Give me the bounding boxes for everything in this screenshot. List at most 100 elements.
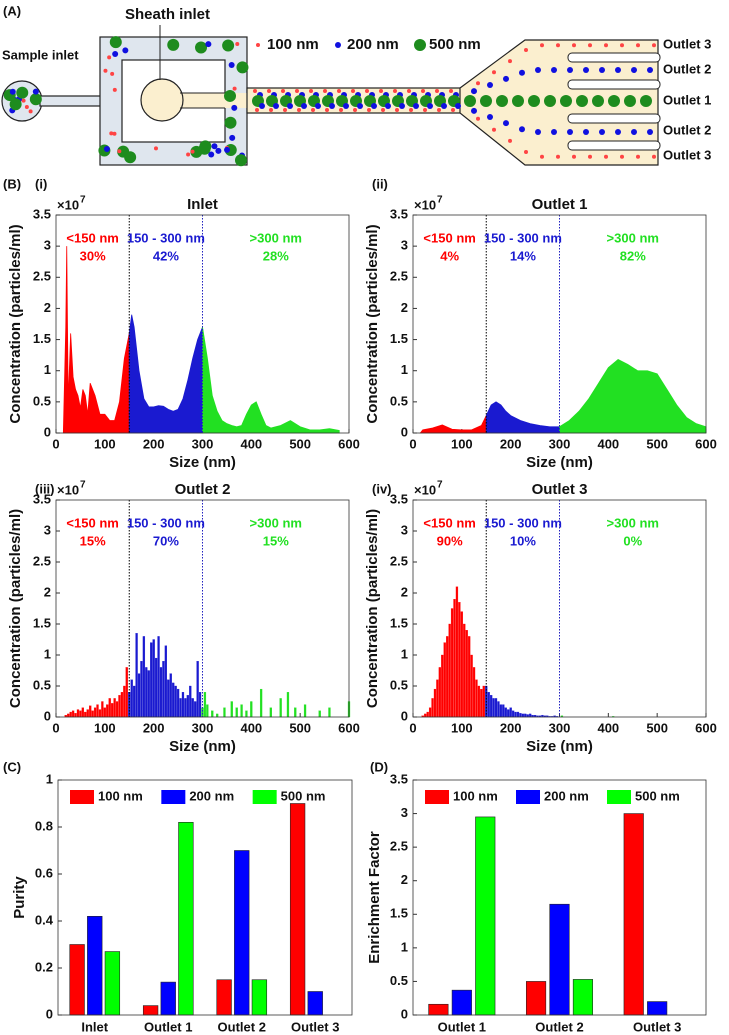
particle — [480, 95, 492, 107]
chip-diagram: (A) Sheath inlet Sample inlet Outlet 3 O… — [1, 3, 711, 167]
particle — [311, 108, 315, 112]
particle — [608, 95, 620, 107]
particle — [381, 108, 385, 112]
bar — [251, 979, 268, 1016]
particle — [234, 154, 247, 167]
area — [559, 359, 707, 434]
panel-label: (i) — [35, 176, 47, 191]
y-tick-label: 1 — [401, 939, 408, 954]
bar — [103, 707, 106, 718]
bar — [458, 602, 461, 718]
bar — [490, 695, 493, 718]
x-tick-label: 200 — [143, 720, 165, 735]
x-tick-label: 400 — [597, 720, 619, 735]
particle — [124, 151, 137, 164]
bar — [521, 713, 525, 718]
particle — [255, 108, 259, 112]
particle — [351, 89, 355, 93]
bar — [86, 709, 89, 718]
share-label: 0% — [623, 533, 642, 548]
bar — [480, 688, 483, 718]
x-tick-label: 500 — [289, 436, 311, 451]
particle — [224, 89, 237, 102]
particle — [620, 154, 624, 159]
particle — [508, 59, 512, 64]
particle — [301, 103, 307, 109]
particle — [110, 71, 115, 76]
bar — [448, 623, 451, 718]
particle — [409, 108, 413, 112]
particle — [508, 138, 512, 143]
y-tick-label: 1.5 — [390, 615, 408, 630]
sample-label: Sample inlet — [2, 47, 79, 62]
x-axis-label: Size (nm) — [169, 738, 236, 755]
x-tick-label: 0 — [409, 436, 416, 451]
particle — [451, 108, 455, 112]
y-tick-label: 3 — [401, 522, 408, 537]
bar — [216, 979, 232, 1016]
plot-frame — [55, 499, 350, 718]
particle — [588, 43, 592, 48]
particle — [21, 98, 26, 103]
bar — [223, 707, 226, 718]
x-tick-label: 0 — [52, 436, 59, 451]
outlet-label: Outlet 3 — [663, 36, 711, 51]
particle — [353, 108, 357, 112]
area — [419, 415, 487, 434]
particle — [567, 67, 573, 73]
bar — [504, 707, 507, 718]
bar — [96, 704, 99, 718]
bar — [525, 981, 547, 1016]
y-tick-label: 3 — [401, 805, 408, 820]
bar — [191, 698, 194, 718]
particle — [604, 43, 608, 48]
particle — [112, 87, 117, 92]
legend-label: 500 nm — [281, 788, 326, 803]
bar — [133, 685, 136, 718]
bar — [303, 704, 307, 718]
y-exponent: 7 — [80, 195, 86, 206]
particle — [205, 41, 212, 48]
particle — [107, 55, 112, 60]
particle — [28, 109, 33, 114]
bar — [529, 713, 532, 718]
plot-frame — [412, 499, 707, 718]
particle — [357, 103, 363, 109]
particle — [652, 43, 656, 48]
outlet-label: Outlet 2 — [663, 61, 711, 76]
y-tick-label: 2.5 — [390, 839, 408, 854]
particle — [588, 154, 592, 159]
bar — [453, 599, 456, 718]
particle — [29, 93, 42, 106]
bar — [206, 704, 209, 718]
x-tick-label: 600 — [695, 720, 717, 735]
range-label: 150 - 300 nm — [484, 230, 562, 245]
y-tick-label: 1 — [44, 362, 51, 377]
particle — [471, 88, 477, 95]
bar — [509, 707, 512, 718]
y-tick-label: 1 — [46, 771, 53, 786]
particle — [122, 47, 129, 54]
particle — [427, 103, 433, 109]
share-label: 4% — [440, 248, 459, 263]
bar — [198, 692, 202, 718]
particle — [229, 134, 236, 141]
particle — [32, 88, 39, 95]
bar — [269, 707, 272, 718]
plot-frame — [412, 214, 707, 434]
y-axis-label: Concentration (particles/ml) — [364, 509, 381, 708]
particle — [647, 67, 653, 73]
y-axis-label: Concentration (particles/ml) — [7, 224, 24, 423]
particle — [190, 149, 195, 154]
particle — [232, 86, 237, 91]
bar — [184, 698, 187, 718]
particle — [512, 95, 524, 107]
bar — [176, 688, 180, 718]
y-tick-label: 0 — [401, 708, 408, 723]
bar — [74, 713, 77, 718]
bar — [502, 704, 505, 718]
particle — [195, 41, 208, 54]
bar — [115, 701, 119, 718]
particle — [343, 103, 349, 109]
bar — [431, 698, 434, 718]
